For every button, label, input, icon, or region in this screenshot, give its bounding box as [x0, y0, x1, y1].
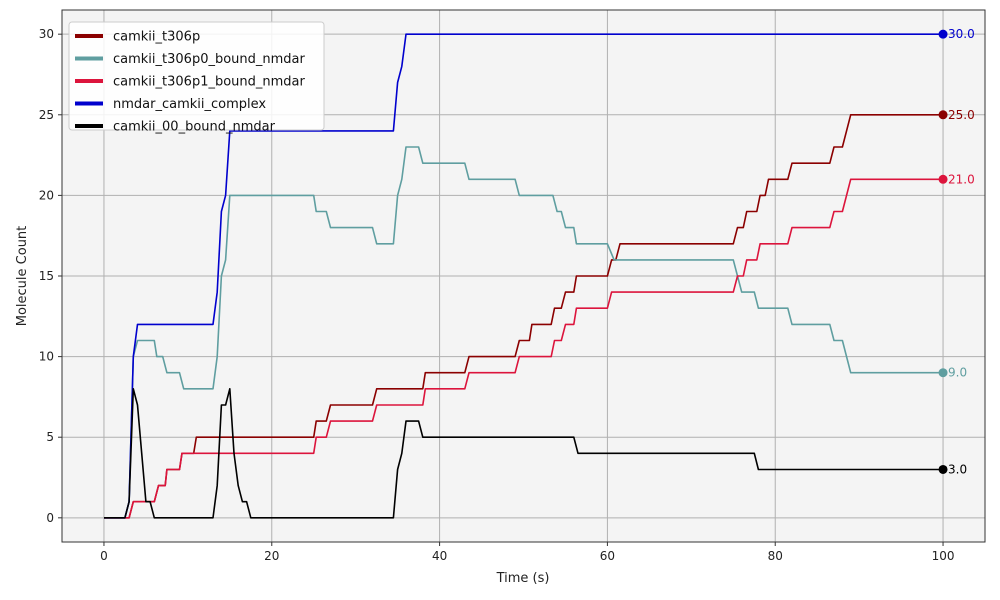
y-tick-label: 10: [39, 350, 54, 364]
legend-label-camkii_t306p1_bound_nmdar: camkii_t306p1_bound_nmdar: [113, 75, 306, 90]
legend-label-camkii_00_bound_nmdar: camkii_00_bound_nmdar: [113, 120, 276, 135]
x-tick-label: 60: [600, 549, 615, 563]
end-value-label-camkii_00_bound_nmdar: 3.0: [948, 462, 967, 476]
x-axis-ticks: 0 20 40 60 80 100: [100, 542, 954, 563]
series-layer: [104, 33, 943, 519]
legend-box: [68, 21, 325, 131]
y-tick-label: 25: [39, 108, 54, 122]
end-markers: 25.0 9.0 21.0 30.0 3.0: [938, 27, 975, 476]
end-value-label-camkii_t306p1_bound_nmdar: 21.0: [948, 172, 975, 186]
y-axis-label: Molecule Count: [15, 226, 30, 327]
legend-label-camkii_t306p0_bound_nmdar: camkii_t306p0_bound_nmdar: [113, 52, 306, 67]
legend: camkii_t306p camkii_t306p0_bound_nmdarcam…: [68, 21, 325, 135]
end-point-camkii_00_bound_nmdar: [938, 464, 948, 474]
y-axis-ticks: 0 5 10 15 20 25 30: [39, 27, 62, 525]
x-axis-label: Time (s): [496, 571, 550, 586]
y-tick-label: 20: [39, 188, 54, 202]
y-tick-label: 5: [46, 430, 54, 444]
y-tick-label: 15: [39, 269, 54, 283]
series-line-camkii_00_bound_nmdar: [104, 387, 943, 519]
x-tick-label: 80: [768, 549, 783, 563]
x-tick-label: 20: [264, 549, 279, 563]
series-line-camkii_t306p1_bound_nmdar: [104, 178, 943, 519]
x-tick-label: 100: [932, 549, 955, 563]
y-tick-label: 0: [46, 511, 54, 525]
x-tick-label: 0: [100, 549, 108, 563]
end-point-camkii_t306p0_bound_nmdar: [938, 368, 948, 378]
x-tick-label: 40: [432, 549, 447, 563]
end-point-nmdar_camkii_complex: [938, 29, 948, 39]
end-point-camkii_t306p1_bound_nmdar: [938, 174, 948, 184]
end-value-label-camkii_t306p0_bound_nmdar: 9.0: [948, 366, 967, 380]
end-value-label-nmdar_camkii_complex: 30.0: [948, 27, 975, 41]
end-point-camkii_t306p: [938, 110, 948, 120]
legend-label-nmdar_camkii_complex: nmdar_camkii_complex: [113, 97, 266, 112]
y-tick-label: 30: [39, 27, 54, 41]
legend-label-camkii_t306p: camkii_t306p: [113, 30, 200, 45]
end-value-label-camkii_t306p: 25.0: [948, 108, 975, 122]
series-line-camkii_t306p0_bound_nmdar: [104, 146, 943, 519]
